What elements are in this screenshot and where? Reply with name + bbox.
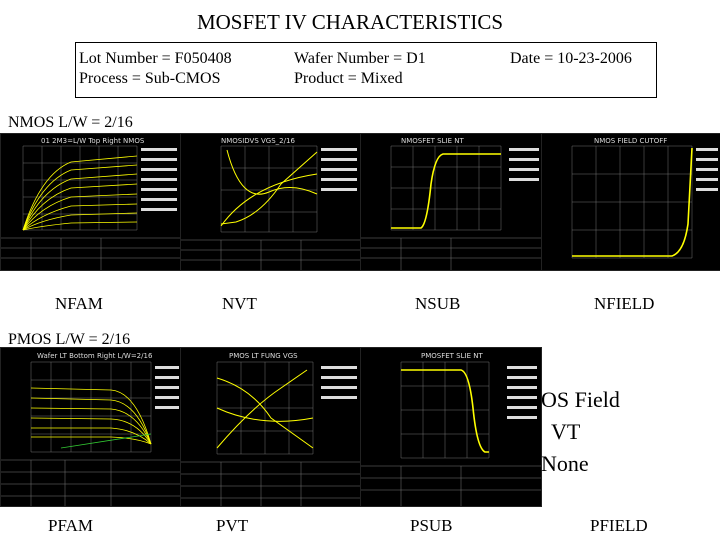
page-title: MOSFET IV CHARACTERISTICS (196, 10, 504, 34)
nvt-panel-title: NMOSIDVS VGS_2/16 (221, 137, 295, 145)
nvt-panel: NMOSIDVS VGS_2/16 (180, 133, 365, 271)
wafer-number: Wafer Number = D1 (294, 50, 426, 67)
nsub-panel-title: NMOSFET SLIE NT (401, 137, 464, 145)
nfam-caption: NFAM (55, 294, 103, 313)
pmos-field-line-1: OS Field (541, 387, 620, 412)
pfam-caption: PFAM (48, 516, 94, 535)
psub-panel: PMOSFET SLIE NT (360, 347, 542, 507)
nsub-panel: NMOSFET SLIE NT (360, 133, 545, 271)
product: Product = Mixed (294, 70, 403, 87)
nsub-caption: NSUB (415, 294, 461, 313)
pvt-panel: PMOS LT FUNG VGS (180, 347, 365, 507)
pmos-field-line-2: VT (551, 419, 581, 444)
pmos-field-line-3: None (541, 451, 589, 476)
pvt-panel-title: PMOS LT FUNG VGS (229, 352, 298, 360)
psub-panel-title: PMOSFET SLIE NT (421, 352, 483, 360)
pmos-field-note: OS Field VT None (541, 384, 681, 480)
nvt-caption: NVT (222, 294, 257, 313)
pmos-section-label: PMOS L/W = 2/16 (8, 331, 131, 348)
pfam-panel-title: Wafer LT Bottom Right L/W=2/16 (37, 352, 153, 360)
nmos-section-label: NMOS L/W = 2/16 (8, 114, 133, 131)
nfam-panel-title: 01 2M3=L/W Top Right NMOS (41, 137, 145, 145)
date: Date = 10-23-2006 (510, 50, 632, 67)
pfield-caption: PFIELD (590, 516, 648, 535)
nfield-panel-title: NMOS FIELD CUTOFF (594, 137, 667, 145)
lot-number: Lot Number = F050408 (79, 50, 232, 67)
nfield-caption: NFIELD (594, 294, 655, 313)
info-box: Lot Number = F050408 Process = Sub-CMOS … (75, 42, 657, 98)
pfam-panel: Wafer LT Bottom Right L/W=2/16 (0, 347, 185, 507)
psub-caption: PSUB (410, 516, 453, 535)
nfield-panel: NMOS FIELD CUTOFF (541, 133, 720, 271)
pvt-caption: PVT (216, 516, 249, 535)
process: Process = Sub-CMOS (79, 70, 221, 87)
nfam-panel: 01 2M3=L/W Top Right NMOS (0, 133, 185, 271)
